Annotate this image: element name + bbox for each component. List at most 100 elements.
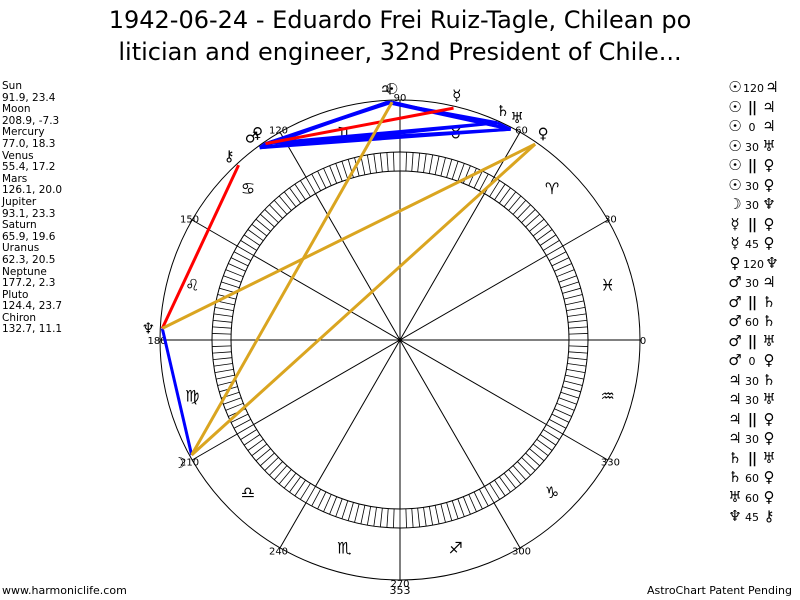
degree-tick (563, 294, 583, 300)
degree-tick (428, 154, 434, 174)
aspect-row: ♃ 30 ♅ (727, 390, 780, 410)
degree-tick (366, 506, 372, 526)
zodiac-sign-glyph: ♍ (185, 387, 199, 406)
aspect-value: 45 (745, 511, 759, 524)
aspect-planet-a-glyph: ♆ (728, 507, 742, 525)
footer-number: 353 (389, 584, 411, 597)
degree-tick (554, 263, 572, 272)
aspect-value: || (747, 411, 757, 428)
aspect-planet-a-glyph: ♃ (728, 429, 742, 447)
aspect-planet-b-glyph: ♃ (762, 273, 776, 291)
aspect-planet-a-glyph: ♂ (728, 331, 742, 350)
aspect-planet-b-glyph: ⚷ (763, 507, 775, 525)
degree-tick (247, 439, 264, 451)
position-value: 65.9, 19.6 (2, 230, 56, 243)
degree-label: 240 (269, 546, 288, 557)
degree-tick (556, 402, 575, 411)
degree-tick (440, 503, 446, 523)
aspect-planet-a-glyph: ♃ (728, 370, 742, 389)
degree-label: 120 (269, 126, 288, 137)
aspect-row: ☿ 45 ♀ (727, 234, 780, 254)
degree-tick (360, 156, 366, 175)
degree-tick (532, 443, 549, 457)
position-name: Chiron (2, 311, 37, 324)
degree-tick (212, 345, 232, 347)
aspect-value: 30 (745, 179, 759, 193)
degree-tick (341, 161, 349, 180)
degree-tick (503, 191, 517, 208)
aspect-row: ♄ 60 ♀ (727, 468, 780, 488)
sign-divider (279, 502, 307, 549)
aspect-planet-a-glyph: ♄ (728, 468, 742, 486)
degree-tick (417, 508, 421, 528)
site-url: www.harmoniclife.com (2, 584, 127, 597)
aspect-planet-a-glyph: ♂ (728, 312, 742, 330)
position-value: 55.4, 17.2 (2, 161, 56, 174)
planet-glyph: ☉ (385, 80, 398, 98)
degree-tick (214, 368, 234, 374)
degree-label: 270 (390, 579, 409, 590)
degree-tick (473, 170, 483, 189)
degree-tick (536, 439, 553, 451)
planet-glyph: ♂ (245, 128, 258, 146)
zodiac-sign-glyph: ♑ (545, 483, 559, 502)
degree-tick (566, 368, 586, 374)
degree-tick (565, 300, 584, 306)
aspect-planet-b-glyph: ♃ (762, 117, 776, 135)
position-value: 93.1, 23.3 (2, 207, 56, 220)
degree-tick (517, 461, 531, 476)
aspect-planet-a-glyph: ☉ (728, 136, 742, 155)
aspect-planet-b-glyph: ♀ (763, 175, 775, 194)
zodiac-sign-glyph: ♓ (601, 275, 615, 294)
aspect-row: ♅ 60 ♀ (727, 488, 780, 508)
degree-tick (434, 156, 440, 175)
aspect-value: 30 (745, 199, 759, 212)
aspect-row: ☉ || ♃ (727, 98, 780, 118)
position-value: 62.3, 20.5 (2, 253, 56, 266)
degree-tick (386, 152, 389, 172)
degree-tick (512, 200, 527, 215)
zodiac-sign-glyph: ♎ (241, 483, 255, 502)
planet-positions-list: Sun 91.9, 23.4 Moon 208.9, -7.3 Mercury 77.0,… (2, 80, 62, 336)
degree-tick (451, 500, 459, 519)
aspect-row: ♂ || ♅ (727, 332, 780, 352)
degree-tick (521, 457, 536, 471)
degree-tick (317, 491, 327, 510)
degree-tick (273, 200, 288, 215)
degree-tick (341, 500, 349, 519)
degree-tick (243, 434, 261, 446)
position-value: 77.0, 18.3 (2, 137, 56, 150)
degree-tick (329, 165, 338, 184)
degree-tick (543, 429, 560, 440)
degree-tick (512, 465, 527, 480)
position-name: Neptune (2, 265, 47, 278)
degree-tick (468, 168, 477, 186)
degree-tick (440, 157, 446, 177)
degree-tick (417, 152, 421, 172)
degree-tick (230, 257, 249, 267)
degree-tick (323, 168, 332, 186)
aspect-planet-a-glyph: ☉ (728, 175, 742, 194)
chart-title: 1942-06-24 - Eduardo Frei Ruiz-Tagle, Ch… (0, 4, 800, 68)
aspect-value: 45 (745, 238, 759, 251)
degree-tick (565, 374, 584, 380)
aspect-row: ☽ 30 ♆ (727, 195, 780, 215)
degree-tick (489, 180, 500, 197)
sign-divider (562, 433, 609, 461)
aspect-row: ♃ 30 ♀ (727, 429, 780, 449)
degree-tick (214, 306, 234, 312)
aspect-row: ☿ || ♀ (727, 215, 780, 235)
aspect-value: 0 (748, 121, 756, 134)
degree-tick (225, 402, 244, 411)
degree-tick (446, 159, 453, 178)
aspect-row: ☉ 0 ♃ (727, 117, 780, 137)
degree-label: 210 (180, 458, 199, 469)
degree-tick (283, 472, 297, 489)
planet-glyph: ♀ (538, 125, 549, 143)
degree-tick (354, 503, 360, 523)
aspect-planet-b-glyph: ♀ (763, 468, 775, 486)
degree-tick (212, 326, 232, 329)
degree-tick (251, 443, 268, 457)
degree-tick (240, 240, 257, 251)
